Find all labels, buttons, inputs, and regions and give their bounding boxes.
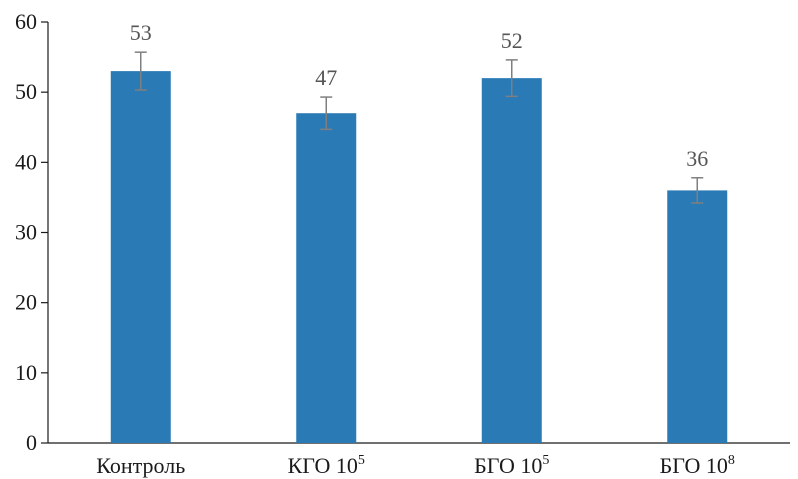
error-bars [134, 51, 704, 204]
data-label: 36 [686, 146, 708, 171]
bar [667, 190, 728, 443]
category-label: БГО 108 [660, 453, 735, 478]
y-tick-label: 0 [26, 430, 37, 455]
category-labels: Контроль КГО 105 БГО 105 БГО 108 [96, 453, 735, 478]
bar [296, 113, 357, 443]
error-bar [134, 51, 147, 91]
bar [110, 71, 171, 443]
data-label: 52 [501, 28, 523, 53]
category-label-superscript: 8 [728, 453, 735, 468]
category-label-superscript: 5 [542, 453, 549, 468]
category-label-superscript: 5 [358, 453, 365, 468]
y-tick-label: 20 [15, 290, 37, 315]
bars [110, 71, 728, 443]
error-bar [691, 177, 704, 204]
y-tick-label: 40 [15, 149, 37, 174]
error-bar [505, 59, 518, 98]
category-label: Контроль [96, 453, 185, 478]
category-label: КГО 105 [288, 453, 365, 478]
y-tick-label: 50 [15, 79, 37, 104]
data-labels: 53 47 52 36 [130, 20, 709, 171]
error-bar [320, 96, 333, 131]
data-label: 47 [315, 65, 337, 90]
y-tick-label: 30 [15, 220, 37, 245]
data-label: 53 [130, 20, 152, 45]
y-axis: 0 10 20 30 40 50 60 [15, 9, 49, 455]
y-tick-label: 10 [15, 360, 37, 385]
bar [481, 78, 542, 443]
y-tick-label: 60 [15, 9, 37, 34]
category-label: БГО 105 [474, 453, 549, 478]
